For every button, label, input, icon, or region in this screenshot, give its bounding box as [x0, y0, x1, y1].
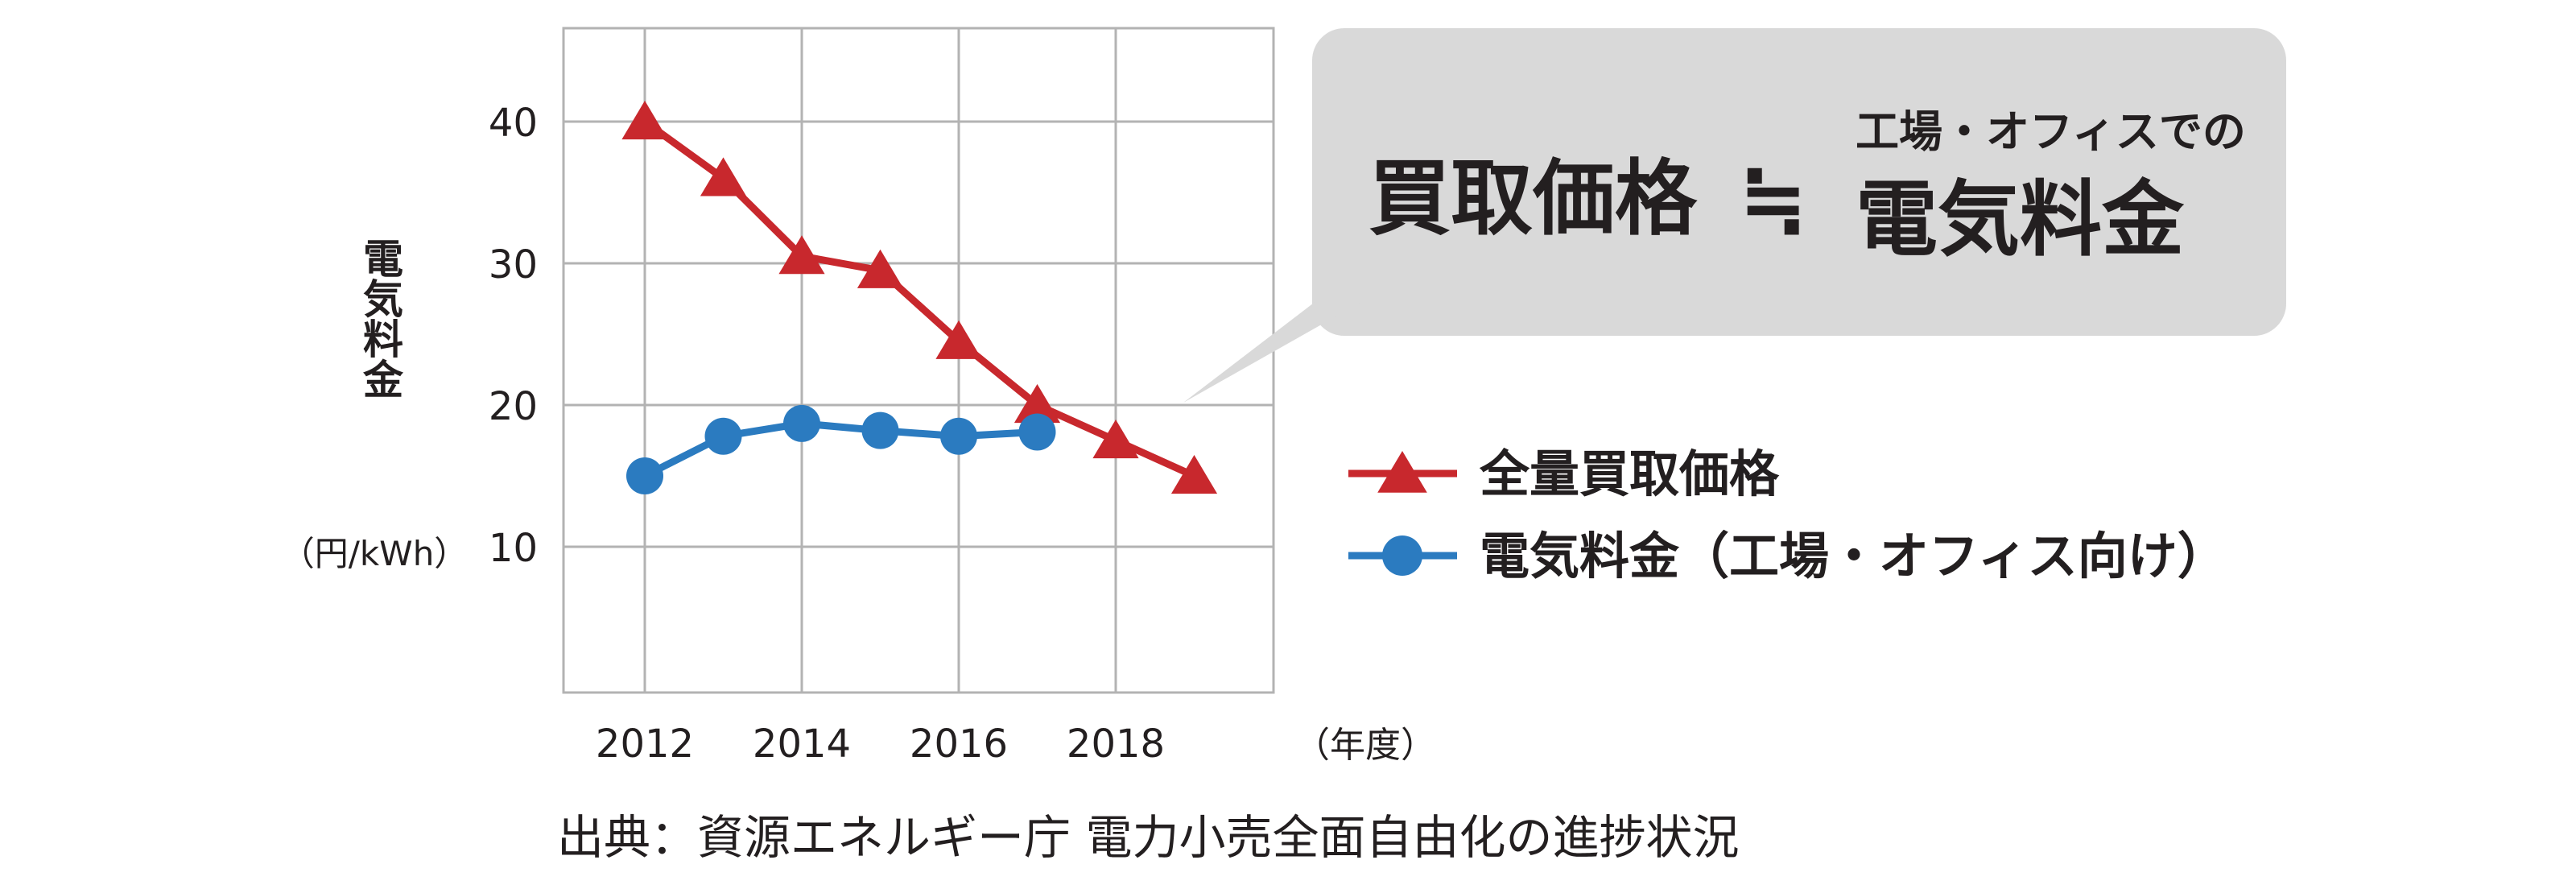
legend-label: 全量買取価格	[1479, 444, 1780, 503]
x-tick-label: 2016	[910, 722, 1008, 767]
data-point-circle	[861, 411, 899, 449]
data-point-circle	[626, 457, 663, 494]
data-point-triangle	[700, 157, 747, 196]
legend-label: 電気料金（工場・オフィス向け）	[1480, 527, 2227, 585]
callout-main-label: 買取価格	[1368, 151, 1698, 247]
plot-frame	[562, 27, 1275, 694]
data-point-circle	[1018, 413, 1056, 451]
series	[621, 101, 1218, 494]
data-point-triangle	[857, 249, 904, 288]
y-axis-label: 電気料金	[357, 238, 403, 399]
y-tick-label: 30	[489, 242, 538, 287]
data-point-triangle	[1092, 420, 1139, 459]
legend-marker-circle	[1382, 535, 1422, 576]
legend-marker-triangle	[1377, 451, 1427, 493]
y-axis-unit: （円/kWh）	[281, 534, 469, 573]
x-tick-label: 2018	[1067, 722, 1165, 767]
callout-approx-symbol: ≒	[1739, 151, 1807, 247]
y-tick-label: 10	[489, 526, 538, 571]
data-point-circle	[704, 417, 742, 455]
source-note: 出典：資源エネルギー庁 電力小売全面自由化の進捗状況	[557, 810, 1739, 865]
y-tick-label: 20	[489, 384, 538, 429]
x-tick-label: 2012	[596, 722, 694, 767]
callout-sub-label: 工場・オフィスでの	[1856, 106, 2246, 157]
callout-target-label: 電気料金	[1856, 172, 2185, 268]
data-point-triangle	[935, 320, 982, 359]
data-point-triangle	[1170, 455, 1218, 494]
x-tick-label: 2014	[753, 722, 851, 767]
data-point-triangle	[778, 235, 825, 275]
callout-box	[1312, 28, 2286, 336]
callout-bubble: 買取価格 ≒ 工場・オフィスでの 電気料金	[1183, 28, 2286, 403]
grid	[562, 27, 1275, 694]
data-point-circle	[783, 404, 820, 442]
series-line-2	[642, 420, 1038, 480]
data-point-triangle	[621, 101, 668, 140]
data-point-circle	[940, 417, 977, 455]
data-point-triangle	[1013, 384, 1061, 424]
axes: 10 20 30 40 2012 2014 2016 2018 （年度） 電気料金 （円/kWh）	[281, 101, 1436, 767]
y-tick-label: 40	[489, 101, 538, 146]
x-axis-unit: （年度）	[1294, 725, 1436, 766]
callout-tail	[1183, 298, 1368, 403]
